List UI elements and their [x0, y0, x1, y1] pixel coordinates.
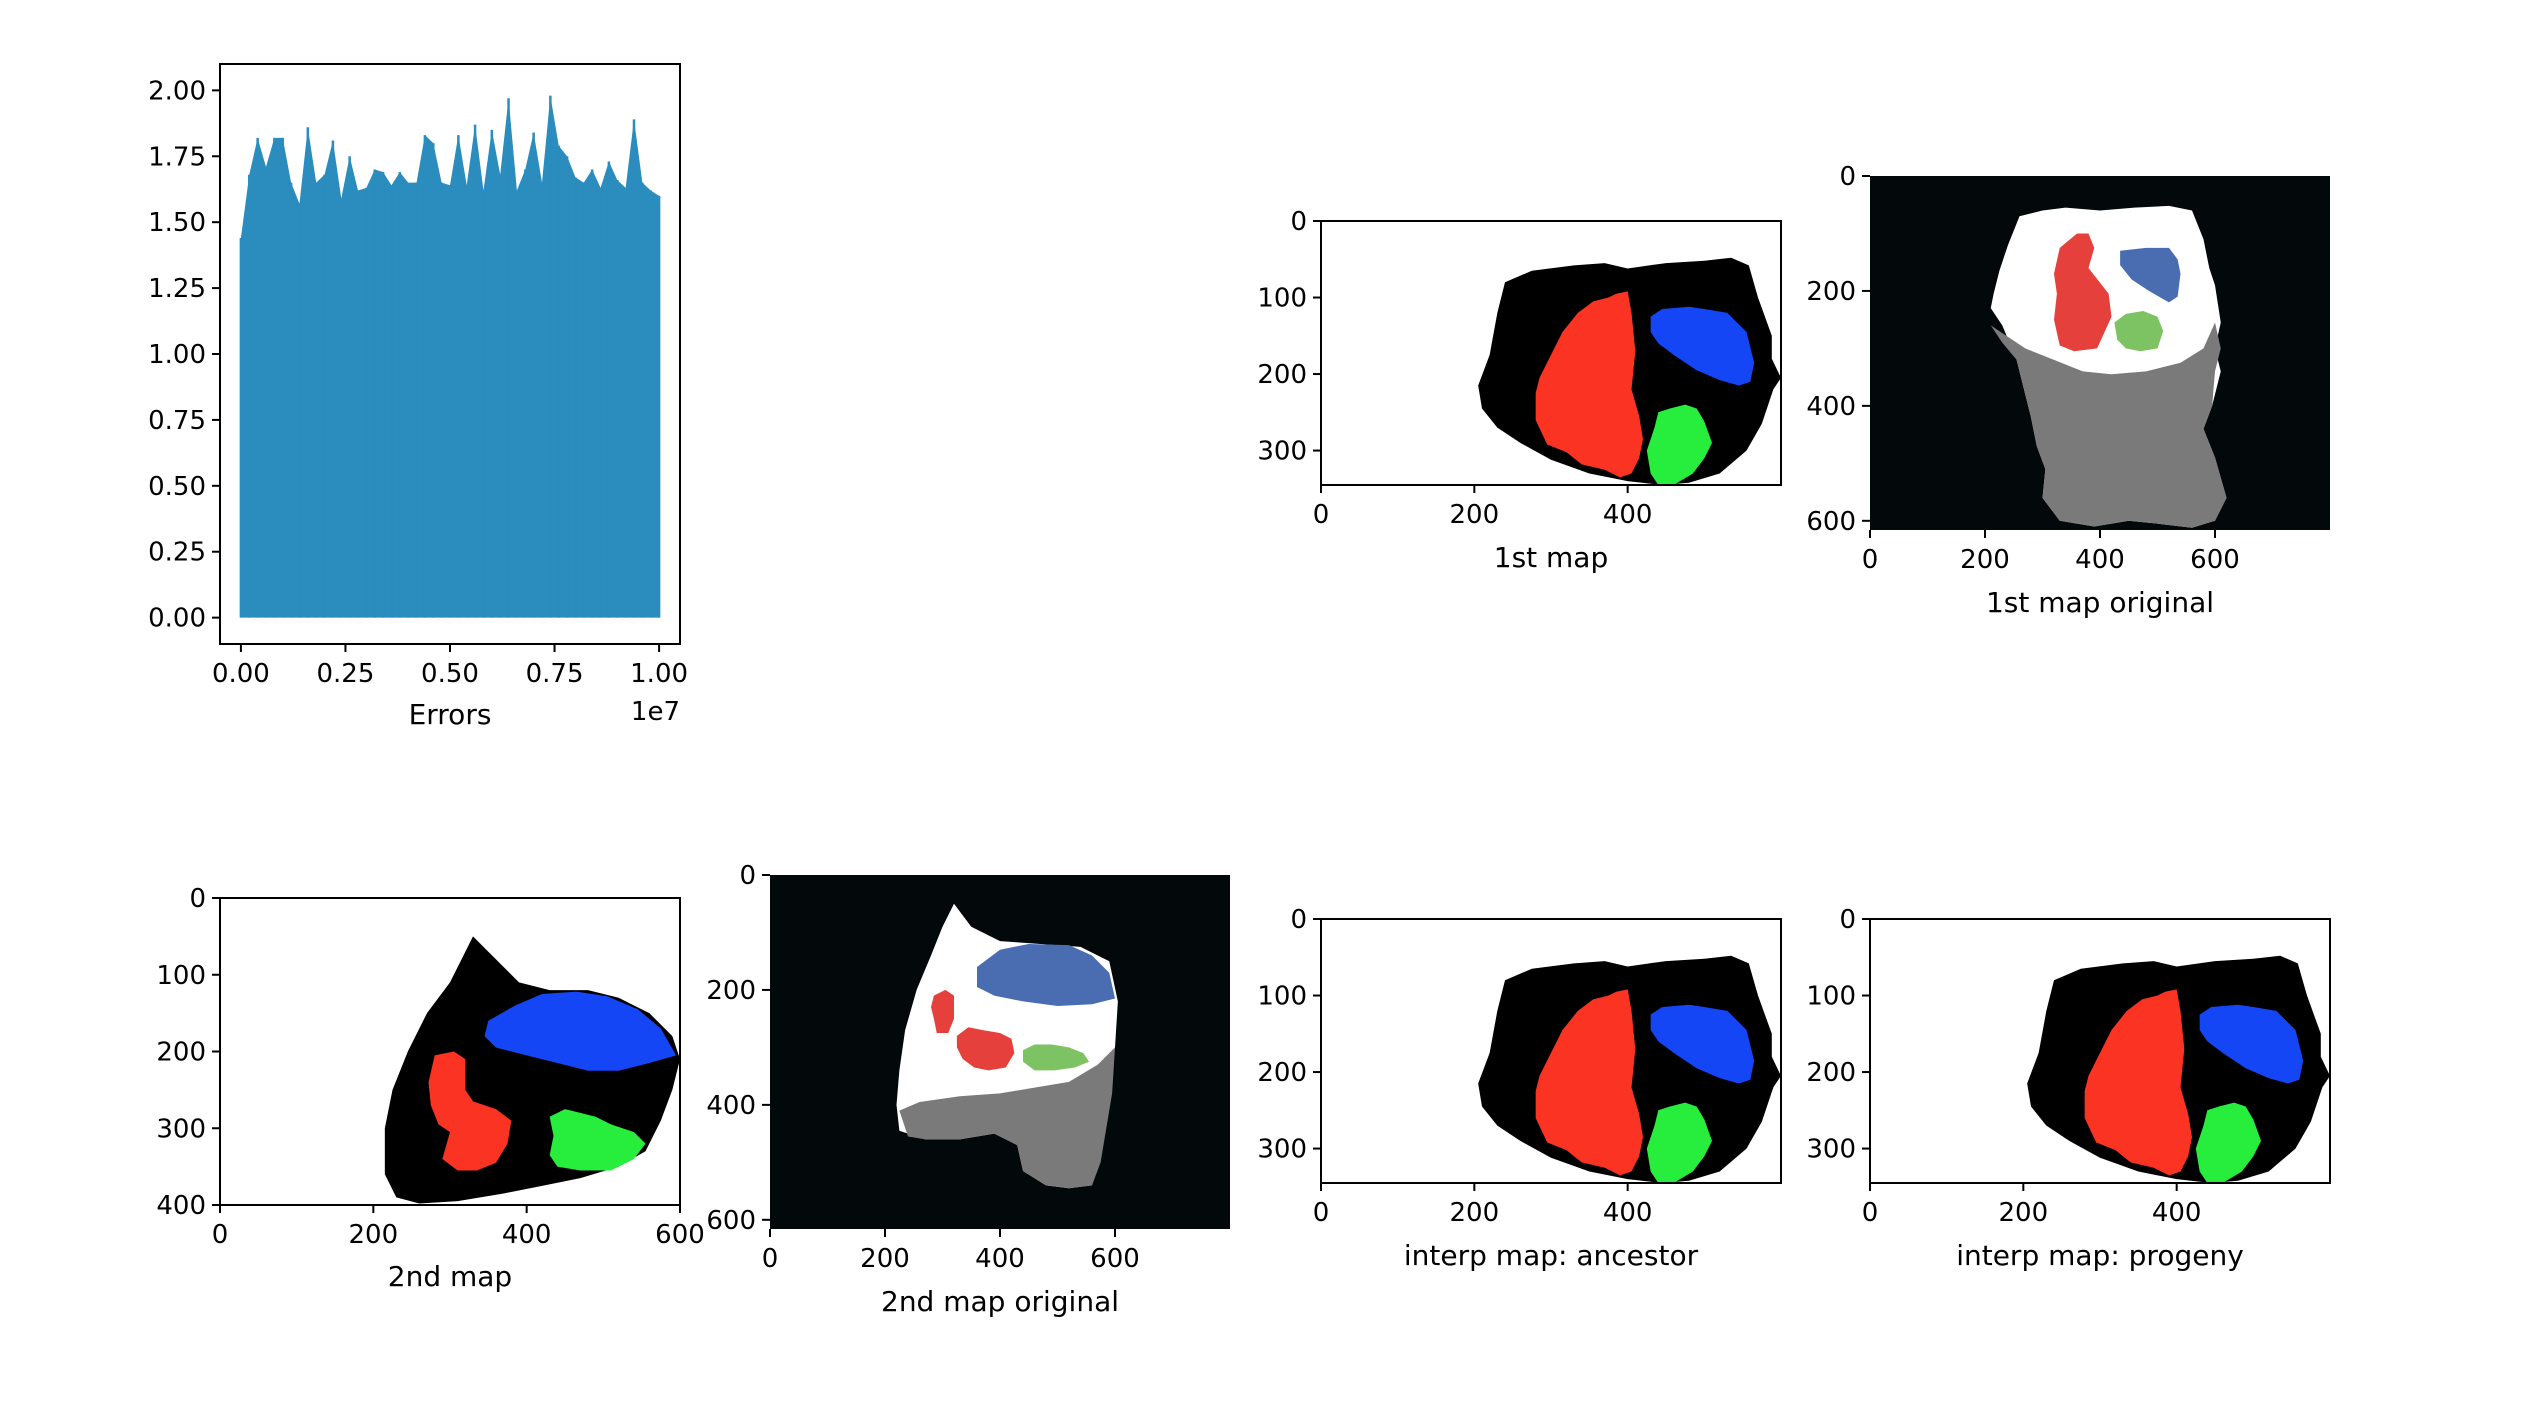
y-tick-label: 0: [189, 884, 206, 914]
y-tick-label: 400: [706, 1091, 756, 1121]
x-tick-label: 0: [212, 1220, 229, 1250]
y-tick-label: 300: [1257, 1135, 1307, 1165]
x-tick-label: 200: [1450, 500, 1500, 530]
second-map-image: [384, 936, 680, 1204]
second-map-label: 2nd map: [388, 1260, 512, 1293]
y-tick-label: 600: [1806, 507, 1856, 537]
errors-offset-text: 1e7: [631, 697, 680, 727]
first-map-original-label: 1st map original: [1986, 586, 2214, 619]
second-map-panel: 0 200 400 600 0 100 200 300 400 2nd map: [156, 884, 704, 1293]
y-tick-label: 200: [1257, 1058, 1307, 1088]
second-map-original-image: [770, 875, 1230, 1229]
x-tick-label: 200: [349, 1220, 399, 1250]
x-tick-label: 0: [1313, 1198, 1330, 1228]
interp-ancestor-panel: 0 200 400 0 100 200 300 interp map: ancestor: [1257, 905, 1782, 1272]
x-tick-label: 400: [1603, 500, 1653, 530]
y-tick-label: 0: [739, 861, 756, 891]
x-tick-label: 400: [502, 1220, 552, 1250]
x-tick-label: 0.75: [526, 659, 584, 689]
x-tick-label: 0.50: [421, 659, 479, 689]
y-tick-label: 300: [1806, 1135, 1856, 1165]
y-tick-label: 400: [156, 1191, 206, 1221]
interp-progeny-frame: [1869, 918, 2331, 1184]
y-tick-label: 300: [1257, 437, 1307, 467]
x-tick-label: 400: [2152, 1198, 2202, 1228]
y-tick-label: 200: [706, 976, 756, 1006]
first-map-original-image: [1870, 176, 2330, 530]
y-tick-label: 0.00: [148, 604, 206, 634]
interp-ancestor-image: [1478, 955, 1781, 1183]
y-tick-label: 100: [1257, 982, 1307, 1012]
x-tick-label: 200: [1960, 545, 2010, 575]
y-tick-label: 100: [1806, 982, 1856, 1012]
y-tick-label: 600: [706, 1206, 756, 1236]
x-tick-label: 200: [1999, 1198, 2049, 1228]
x-tick-label: 400: [2075, 545, 2125, 575]
x-tick-label: 0: [762, 1244, 779, 1274]
y-tick-label: 400: [1806, 392, 1856, 422]
y-tick-label: 1.25: [148, 274, 206, 304]
first-map-frame: [1320, 220, 1782, 486]
x-tick-label: 400: [1603, 1198, 1653, 1228]
errors-x-ticks: 0.00 0.25 0.50 0.75 1.00: [212, 644, 688, 689]
first-map-ticks: 0 200 400 0 100 200 300: [1257, 207, 1652, 530]
first-map-label: 1st map: [1494, 541, 1609, 574]
x-tick-label: 0: [1862, 545, 1879, 575]
x-tick-label: 200: [860, 1244, 910, 1274]
x-tick-label: 600: [1090, 1244, 1140, 1274]
y-tick-label: 300: [156, 1114, 206, 1144]
y-tick-label: 200: [1806, 277, 1856, 307]
first-map-image: [1478, 257, 1781, 485]
interp-ancestor-label: interp map: ancestor: [1404, 1239, 1699, 1272]
y-tick-label: 200: [1806, 1058, 1856, 1088]
errors-series-fill: [239, 95, 661, 618]
interp-ancestor-frame: [1320, 918, 1782, 1184]
y-tick-label: 1.75: [148, 142, 206, 172]
y-tick-label: 100: [156, 961, 206, 991]
y-tick-label: 1.50: [148, 208, 206, 238]
x-tick-label: 1.00: [630, 659, 688, 689]
y-tick-label: 200: [1257, 360, 1307, 390]
interp-progeny-image: [2027, 955, 2330, 1183]
interp-ancestor-ticks: 0 200 400 0 100 200 300: [1257, 905, 1652, 1228]
y-tick-label: 0.50: [148, 472, 206, 502]
second-map-ticks: 0 200 400 600 0 100 200 300 400: [156, 884, 704, 1250]
errors-x-label: Errors: [409, 698, 492, 731]
x-tick-label: 600: [2190, 545, 2240, 575]
y-tick-label: 0.25: [148, 538, 206, 568]
y-tick-label: 200: [156, 1038, 206, 1068]
errors-plot: 0.00 0.25 0.50 0.75 1.00 0.00 0.25 0.50 0.75 1.0…: [148, 63, 688, 731]
first-map-panel: 0 200 400 0 100 200 300 1st map: [1257, 207, 1782, 574]
interp-progeny-panel: 0 200 400 0 100 200 300 interp map: progeny: [1806, 905, 2331, 1272]
interp-progeny-label: interp map: progeny: [1956, 1239, 2244, 1272]
y-tick-label: 0: [1290, 905, 1307, 935]
second-map-original-label: 2nd map original: [881, 1285, 1119, 1318]
x-tick-label: 0.00: [212, 659, 270, 689]
y-tick-label: 0: [1290, 207, 1307, 237]
y-tick-label: 2.00: [148, 76, 206, 106]
x-tick-label: 200: [1450, 1198, 1500, 1228]
x-tick-label: 400: [975, 1244, 1025, 1274]
y-tick-label: 0: [1839, 162, 1856, 192]
x-tick-label: 0: [1862, 1198, 1879, 1228]
x-tick-label: 600: [655, 1220, 705, 1250]
errors-y-ticks: 0.00 0.25 0.50 0.75 1.00 1.25 1.50 1.75 2.00: [148, 76, 220, 634]
y-tick-label: 100: [1257, 284, 1307, 314]
x-tick-label: 0.25: [317, 659, 375, 689]
y-tick-label: 0.75: [148, 406, 206, 436]
y-tick-label: 1.00: [148, 340, 206, 370]
interp-progeny-ticks: 0 200 400 0 100 200 300: [1806, 905, 2201, 1228]
x-tick-label: 0: [1313, 500, 1330, 530]
y-tick-label: 0: [1839, 905, 1856, 935]
